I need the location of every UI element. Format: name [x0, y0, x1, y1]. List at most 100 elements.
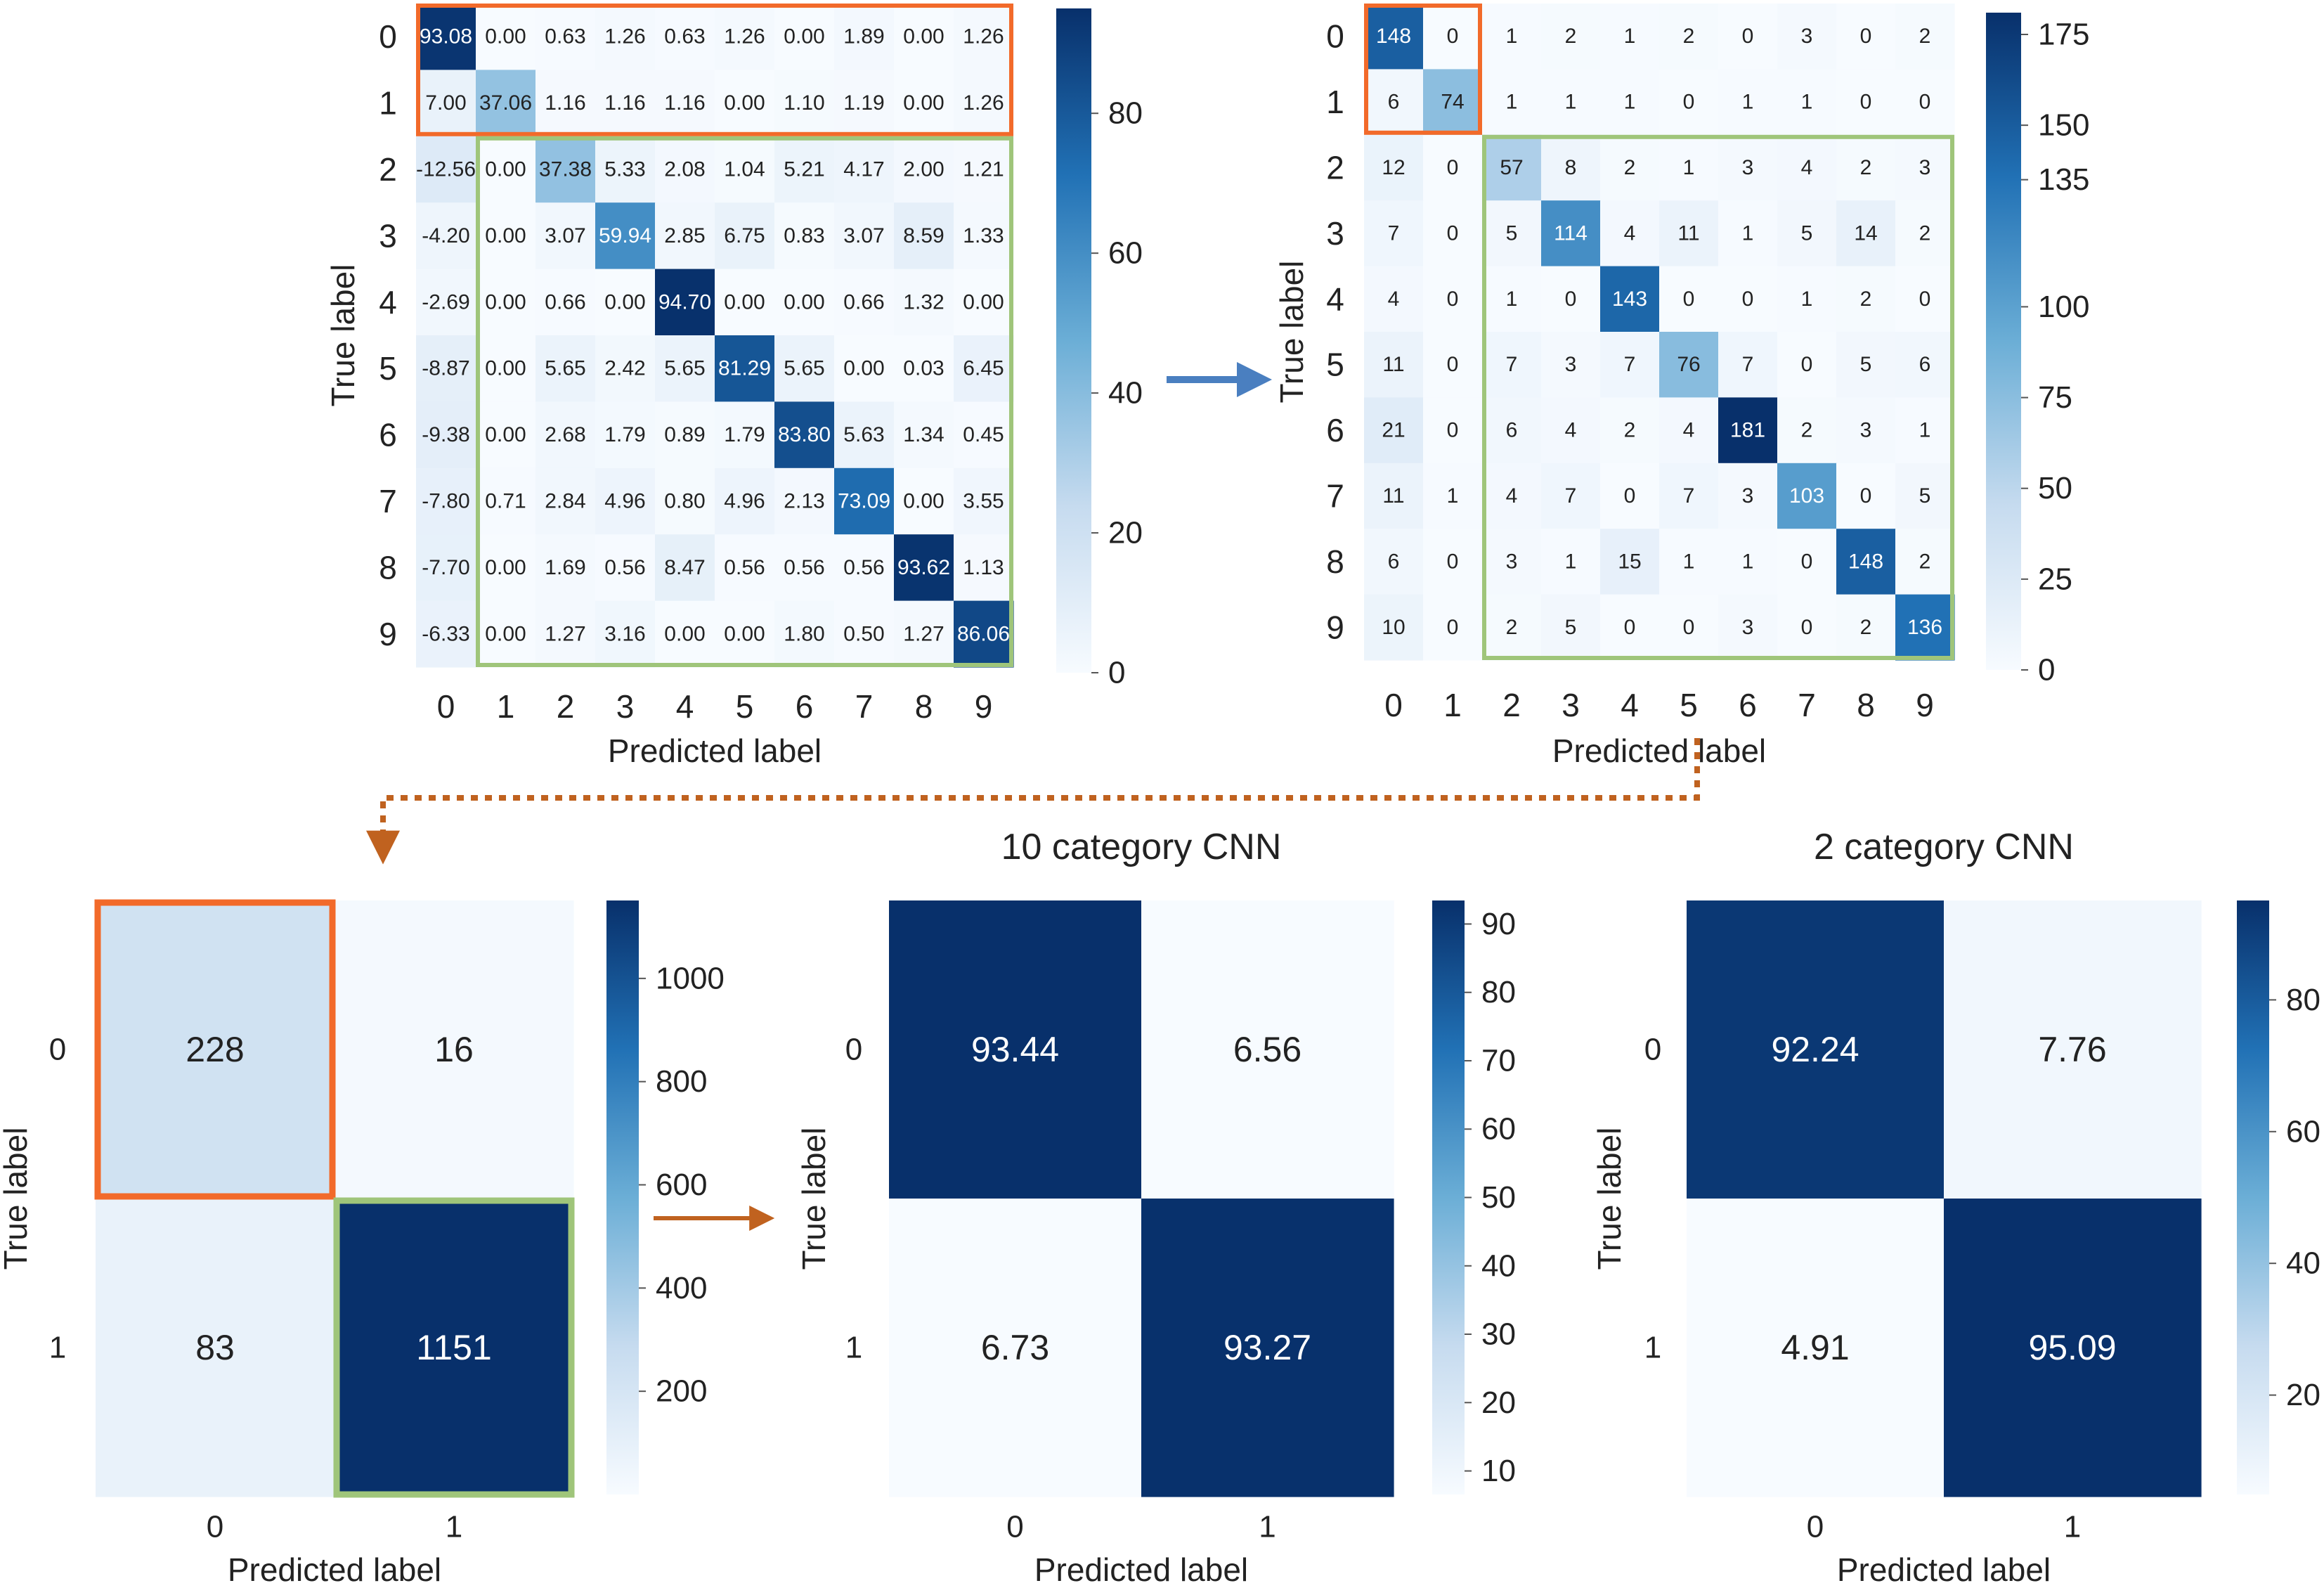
heatmap-cell	[954, 534, 1014, 602]
cell-value-label: 1	[1624, 25, 1636, 48]
x-tick-label: 7	[1798, 687, 1816, 723]
x-tick-label: 1	[497, 688, 515, 725]
cell-value-label: 86.06	[957, 622, 1010, 645]
cell-value-label: 1.79	[724, 423, 765, 446]
colorbar-tick-label: 1000	[656, 961, 725, 995]
cell-value-label: 0.00	[903, 91, 944, 115]
colorbar-tick-label: 20	[2286, 1378, 2320, 1412]
cell-value-label: 4	[1388, 288, 1400, 311]
cell-value-label: 15	[1618, 550, 1641, 573]
cell-value-label: 1	[1565, 550, 1577, 573]
heatmap-cell	[1423, 397, 1483, 464]
cell-value-label: 0	[1919, 288, 1931, 311]
cell-value-label: 6	[1388, 550, 1400, 573]
cell-value-label: 5	[1506, 221, 1518, 245]
heatmap-cell	[416, 467, 476, 535]
cell-value-label: 0.71	[485, 490, 526, 513]
x-tick-label: 0	[207, 1510, 223, 1544]
cell-value-label: 1	[1565, 91, 1577, 114]
heatmap-cell	[1895, 266, 1955, 332]
heatmap-cell	[1944, 900, 2202, 1199]
colorbar-tick-label: 60	[1481, 1112, 1516, 1147]
colorbar-tick-label: 10	[1481, 1454, 1516, 1488]
cell-value-label: 1151	[416, 1328, 492, 1367]
heatmap-cell	[1600, 4, 1660, 70]
highlight-box-orange	[1364, 4, 1482, 135]
cell-value-label: 0.66	[545, 290, 585, 314]
heatmap-cell	[535, 335, 596, 402]
heatmap-cell	[655, 600, 715, 668]
y-axis-title: True label	[1591, 1128, 1628, 1270]
heatmap-cell	[715, 70, 775, 137]
cell-value-label: 103	[1789, 484, 1824, 508]
heatmap-cell	[1777, 397, 1837, 464]
cell-value-label: 2	[1506, 616, 1518, 639]
cell-value-label: 0	[1860, 25, 1872, 48]
cell-value-label: 1.26	[963, 91, 1004, 115]
heatmap-cell	[476, 269, 536, 336]
y-tick-label: 6	[1326, 412, 1344, 448]
x-tick-label: 9	[1916, 687, 1934, 723]
heatmap-cell	[1777, 529, 1837, 595]
cell-value-label: 83.80	[778, 423, 831, 446]
cell-value-label: 7	[1565, 484, 1577, 508]
x-tick-label: 6	[1739, 687, 1757, 723]
heatmap-cell	[1600, 463, 1660, 529]
heatmap-cell	[1895, 69, 1955, 136]
heatmap-cell	[595, 202, 656, 270]
x-axis-title: Predicted label	[1552, 732, 1766, 769]
cell-value-label: 81.29	[718, 357, 771, 380]
heatmap-cell	[595, 70, 656, 137]
cell-value-label: 1.19	[843, 91, 884, 115]
heatmap-cell	[1482, 397, 1542, 464]
heatmap-cell	[1423, 200, 1483, 267]
heatmap-cell	[416, 70, 476, 137]
cell-value-label: 1	[1801, 288, 1813, 311]
cell-value-label: -12.56	[416, 158, 476, 181]
colorbar	[1056, 8, 1091, 673]
cell-value-label: 0.00	[784, 25, 824, 49]
heatmap-cell	[535, 269, 596, 336]
x-tick-label: 2	[1502, 687, 1521, 723]
colorbar-tick-label: 60	[2286, 1114, 2320, 1149]
cell-value-label: 1	[1742, 221, 1754, 245]
y-tick-label: 5	[379, 350, 397, 387]
cell-value-label: 0.00	[485, 25, 526, 49]
cell-value-label: 3.07	[843, 224, 884, 247]
cell-value-label: -4.20	[422, 224, 469, 247]
colorbar-tick-label: 30	[1481, 1317, 1516, 1352]
heatmap-cell	[834, 70, 895, 137]
cell-value-label: 7.00	[425, 91, 466, 115]
heatmap-cell	[595, 269, 656, 336]
cell-value-label: 114	[1554, 221, 1588, 245]
heatmap-cell	[1600, 200, 1660, 267]
cell-value-label: 0.00	[664, 622, 705, 645]
y-tick-label: 8	[1326, 543, 1344, 580]
heatmap-cell	[834, 467, 895, 535]
cell-value-label: 2.68	[545, 423, 585, 446]
cell-value-label: 3	[1506, 550, 1518, 573]
dotted-connector	[366, 738, 1700, 865]
heatmap-cell	[535, 70, 596, 137]
heatmap-cell	[535, 467, 596, 535]
colorbar-tick-label: 0	[2038, 653, 2055, 687]
heatmap-cell	[715, 269, 775, 336]
x-axis-title: Predicted label	[608, 732, 822, 769]
heatmap-cell	[954, 401, 1014, 469]
heatmap-cell	[1777, 266, 1837, 332]
cell-value-label: 6.75	[724, 224, 765, 247]
x-tick-label: 8	[1857, 687, 1875, 723]
cell-value-label: 1.27	[903, 622, 944, 645]
cell-value-label: 2.42	[604, 357, 645, 380]
cell-value-label: 0.00	[485, 556, 526, 579]
cell-value-label: 4	[1624, 221, 1636, 245]
cell-value-label: 10	[1382, 616, 1405, 639]
heatmap-cell	[1777, 463, 1837, 529]
heatmap-cell	[894, 70, 954, 137]
heatmap-cell	[954, 202, 1014, 270]
cell-value-label: 1	[1683, 550, 1695, 573]
heatmap-cell	[715, 401, 775, 469]
heatmap-cell	[715, 4, 775, 70]
heatmap-cell	[655, 401, 715, 469]
heatmap-cell	[476, 335, 536, 402]
